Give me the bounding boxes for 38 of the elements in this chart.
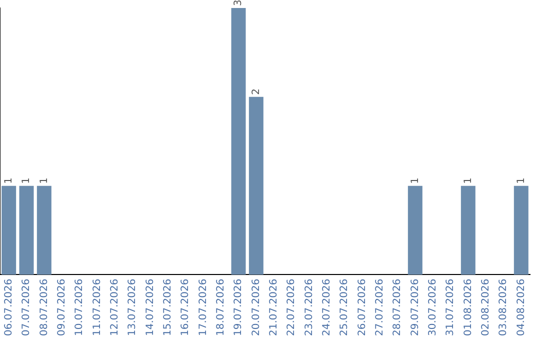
x-tick-label: 17.07.2026 [198, 278, 209, 336]
x-tick-label: 31.07.2026 [445, 278, 456, 336]
x-tick-label: 21.07.2026 [268, 278, 280, 336]
x-tick-label: 19.07.2026 [233, 278, 244, 336]
x-tick-label: 29.07.2026 [410, 278, 421, 336]
x-tick-label: 04.08.2026 [516, 278, 527, 336]
data-label: 1 [21, 177, 32, 184]
x-tick-label: 20.07.2026 [250, 278, 262, 336]
data-label: 1 [3, 177, 14, 184]
x-tick-label: 26.07.2026 [356, 278, 368, 336]
data-label: 1 [462, 177, 474, 184]
x-tick-label: 08.07.2026 [38, 278, 50, 336]
x-tick-label: 23.07.2026 [304, 278, 315, 336]
x-tick-label: 12.07.2026 [109, 278, 120, 336]
x-tick-label: 14.07.2026 [144, 278, 156, 336]
data-label: 1 [410, 177, 421, 184]
x-tick-label: 25.07.2026 [339, 278, 350, 336]
x-tick-label: 30.07.2026 [427, 278, 438, 336]
data-label: 3 [233, 0, 244, 6]
x-tick-label: 18.07.2026 [215, 278, 226, 336]
x-tick-label: 06.07.2026 [3, 278, 14, 336]
x-tick-label: 03.08.2026 [498, 278, 510, 336]
x-tick-label: 01.08.2026 [462, 278, 474, 336]
x-tick-label: 28.07.2026 [392, 278, 404, 336]
x-tick-label: 13.07.2026 [127, 278, 138, 336]
x-tick-label: 07.07.2026 [21, 278, 32, 336]
data-label: 1 [516, 177, 527, 184]
x-tick-label: 10.07.2026 [74, 278, 86, 336]
x-tick-label: 09.07.2026 [56, 278, 68, 336]
x-tick-label: 15.07.2026 [162, 278, 174, 336]
x-tick-label: 22.07.2026 [286, 278, 298, 336]
x-tick-label: 24.07.2026 [321, 278, 332, 336]
x-tick-label: 02.08.2026 [480, 278, 492, 336]
x-tick-label: 11.07.2026 [92, 278, 103, 336]
data-label: 2 [250, 88, 262, 95]
x-tick-label: 16.07.2026 [180, 278, 192, 336]
x-tick-label: 27.07.2026 [374, 278, 386, 336]
data-label: 1 [38, 177, 50, 184]
